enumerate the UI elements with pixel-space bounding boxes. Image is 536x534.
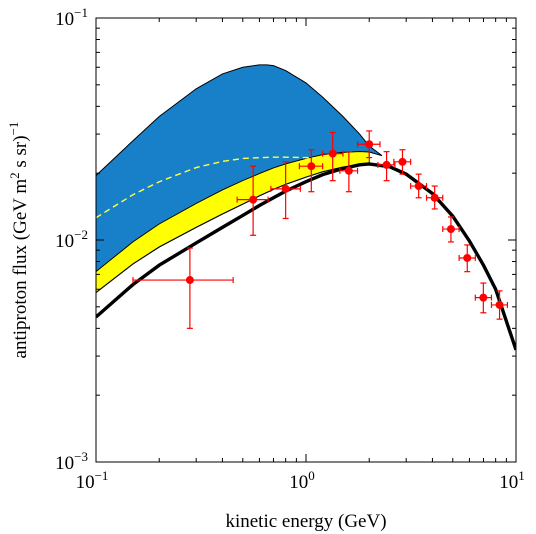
data-point-12 <box>442 216 460 243</box>
data-marker <box>414 182 423 191</box>
data-marker <box>479 293 488 302</box>
data-marker <box>249 195 258 204</box>
data-point-4 <box>298 149 324 193</box>
data-marker <box>430 193 439 202</box>
labels: 10−1 100 101 10−3 10−2 10−1 kinetic energy (Ge… <box>6 5 525 532</box>
data-point-11 <box>425 185 444 210</box>
plot-area <box>96 64 516 351</box>
data-marker <box>281 184 290 193</box>
curve-dashed-yellow <box>96 156 343 219</box>
data-point-13 <box>458 244 476 273</box>
data-marker <box>495 300 504 309</box>
data-point-3 <box>270 161 301 220</box>
x-tick-label: 100 <box>289 468 315 493</box>
x-tick-label: 101 <box>499 468 525 493</box>
data-marker <box>382 160 391 169</box>
data-point-10 <box>410 173 428 199</box>
data-point-6 <box>339 151 359 193</box>
data-marker <box>446 225 455 234</box>
axes <box>95 17 517 463</box>
data-marker <box>463 253 472 262</box>
x-axis-label: kinetic energy (GeV) <box>225 511 386 532</box>
x-tick-label: 10−1 <box>76 468 109 493</box>
data-point-15 <box>490 290 508 320</box>
data-point-8 <box>377 151 396 182</box>
data-point-14 <box>474 282 493 314</box>
y-tick-label: 10−2 <box>55 227 88 252</box>
y-axis-label: antiproton flux (GeV m2 s sr)−1 <box>6 122 31 359</box>
data-point-7 <box>356 130 381 159</box>
data-point-9 <box>393 149 412 175</box>
data-marker <box>328 149 337 158</box>
y-tick-label: 10−3 <box>55 449 88 474</box>
data-marker <box>307 162 316 171</box>
y-tick-label: 10−1 <box>55 5 88 30</box>
data-point-2 <box>236 165 269 236</box>
data-point-1 <box>132 247 234 329</box>
data-marker <box>185 276 194 285</box>
data-marker <box>398 157 407 166</box>
data-marker <box>344 166 353 175</box>
data-point-5 <box>322 131 344 182</box>
data-marker <box>365 140 374 149</box>
